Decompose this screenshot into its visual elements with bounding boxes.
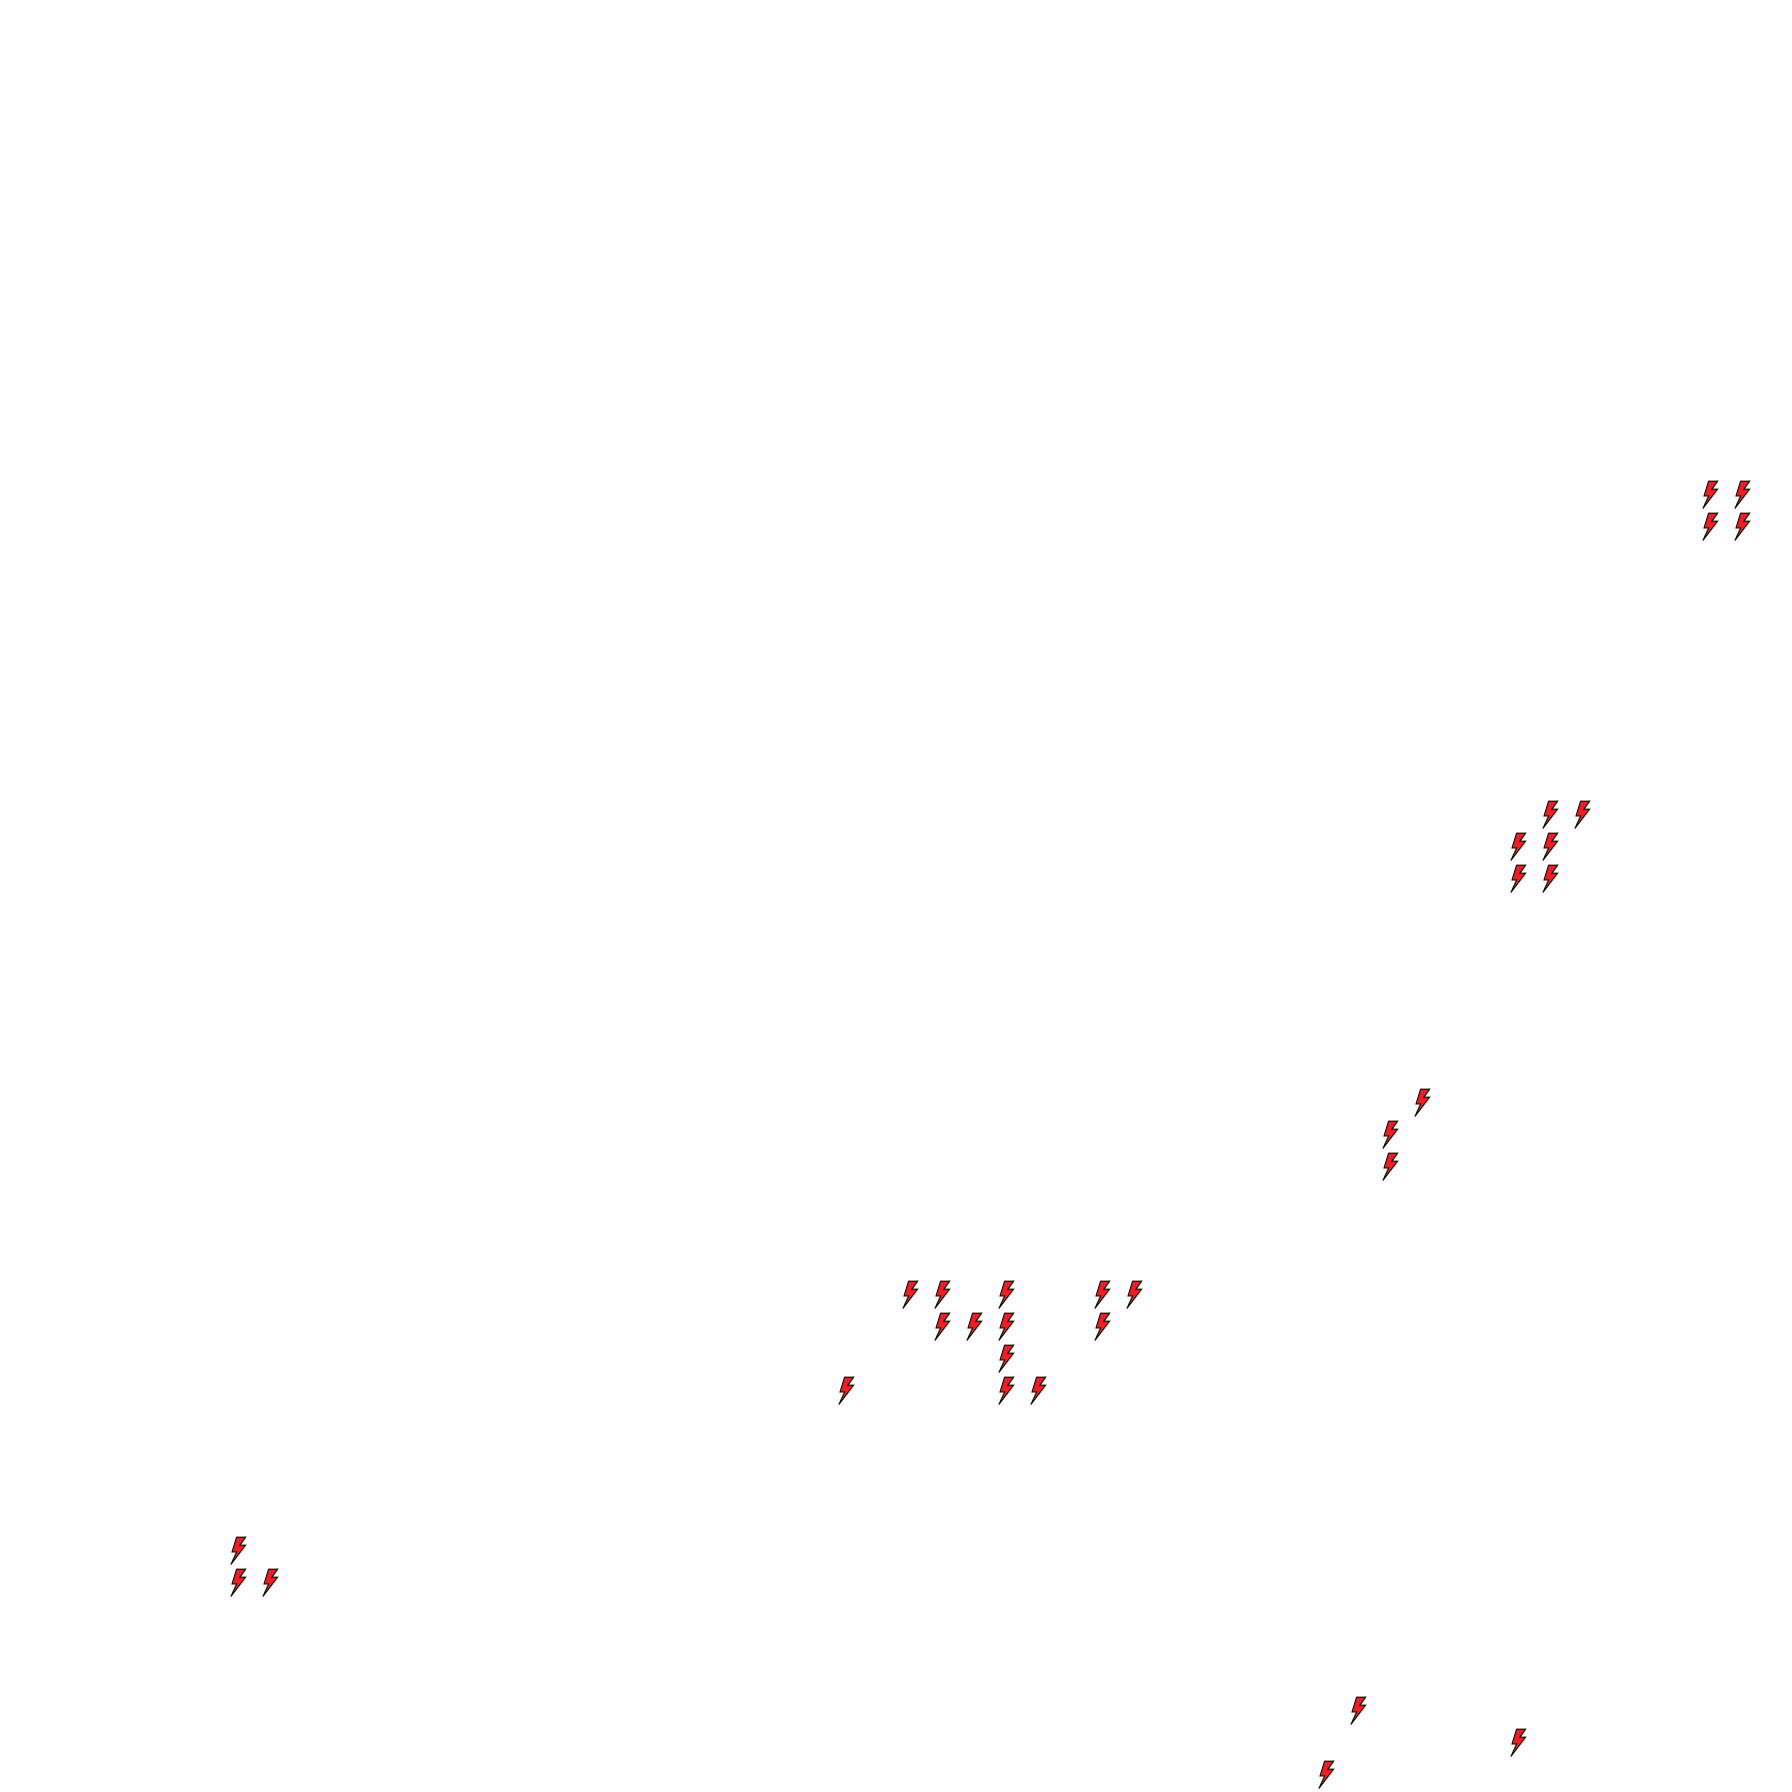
page: {} html, body { margin: 0; padding: 0; b… [0, 0, 1792, 1792]
page-body [0, 0, 1792, 1792]
map-background [0, 0, 1792, 1792]
map-layer [0, 0, 1792, 1792]
